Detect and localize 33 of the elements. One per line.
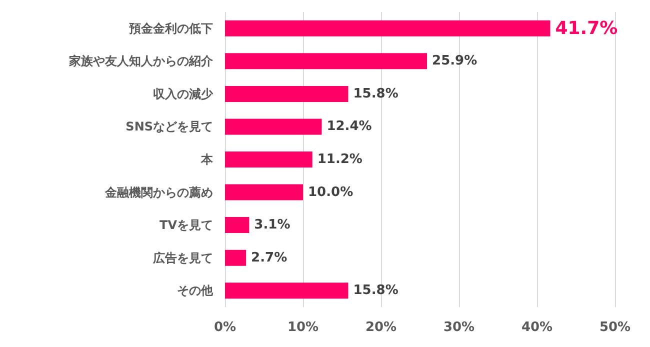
- x-tick-label: 10%: [287, 320, 319, 335]
- x-tick-label: 30%: [443, 320, 475, 335]
- y-tick-label: 金融機関からの薦め: [104, 185, 213, 200]
- bar: [225, 282, 348, 299]
- data-label: 41.7%: [555, 18, 618, 39]
- bar: [225, 118, 322, 135]
- bar: [225, 250, 246, 266]
- x-tick-label: 40%: [521, 320, 553, 335]
- y-tick-label: TVを見て: [160, 218, 213, 232]
- bar: [225, 184, 303, 200]
- y-tick-label: 広告を見て: [152, 250, 213, 265]
- y-tick-label: 預金金利の低下: [128, 21, 213, 36]
- bar: [225, 152, 312, 168]
- bar: [225, 217, 250, 234]
- bar: [225, 53, 428, 70]
- y-tick-label: 家族や友人知人からの紹介: [68, 54, 214, 68]
- data-label: 12.4%: [326, 119, 372, 134]
- x-tick-label: 20%: [365, 320, 397, 335]
- bar: [225, 20, 550, 36]
- data-label: 15.8%: [353, 283, 398, 298]
- bar: [225, 86, 348, 102]
- data-label: 3.1%: [254, 218, 290, 233]
- data-label: 11.2%: [317, 152, 362, 167]
- y-tick-label: 本: [200, 152, 214, 166]
- y-tick-label: その他: [177, 284, 214, 298]
- y-tick-label: SNSなどを見て: [126, 120, 213, 134]
- data-label: 10.0%: [308, 184, 354, 200]
- y-tick-label: 収入の減少: [153, 86, 214, 101]
- x-tick-label: 0%: [214, 320, 236, 335]
- data-label: 15.8%: [353, 86, 398, 102]
- data-label: 25.9%: [432, 54, 478, 69]
- x-tick-label: 50%: [599, 320, 631, 335]
- data-label: 2.7%: [251, 250, 288, 266]
